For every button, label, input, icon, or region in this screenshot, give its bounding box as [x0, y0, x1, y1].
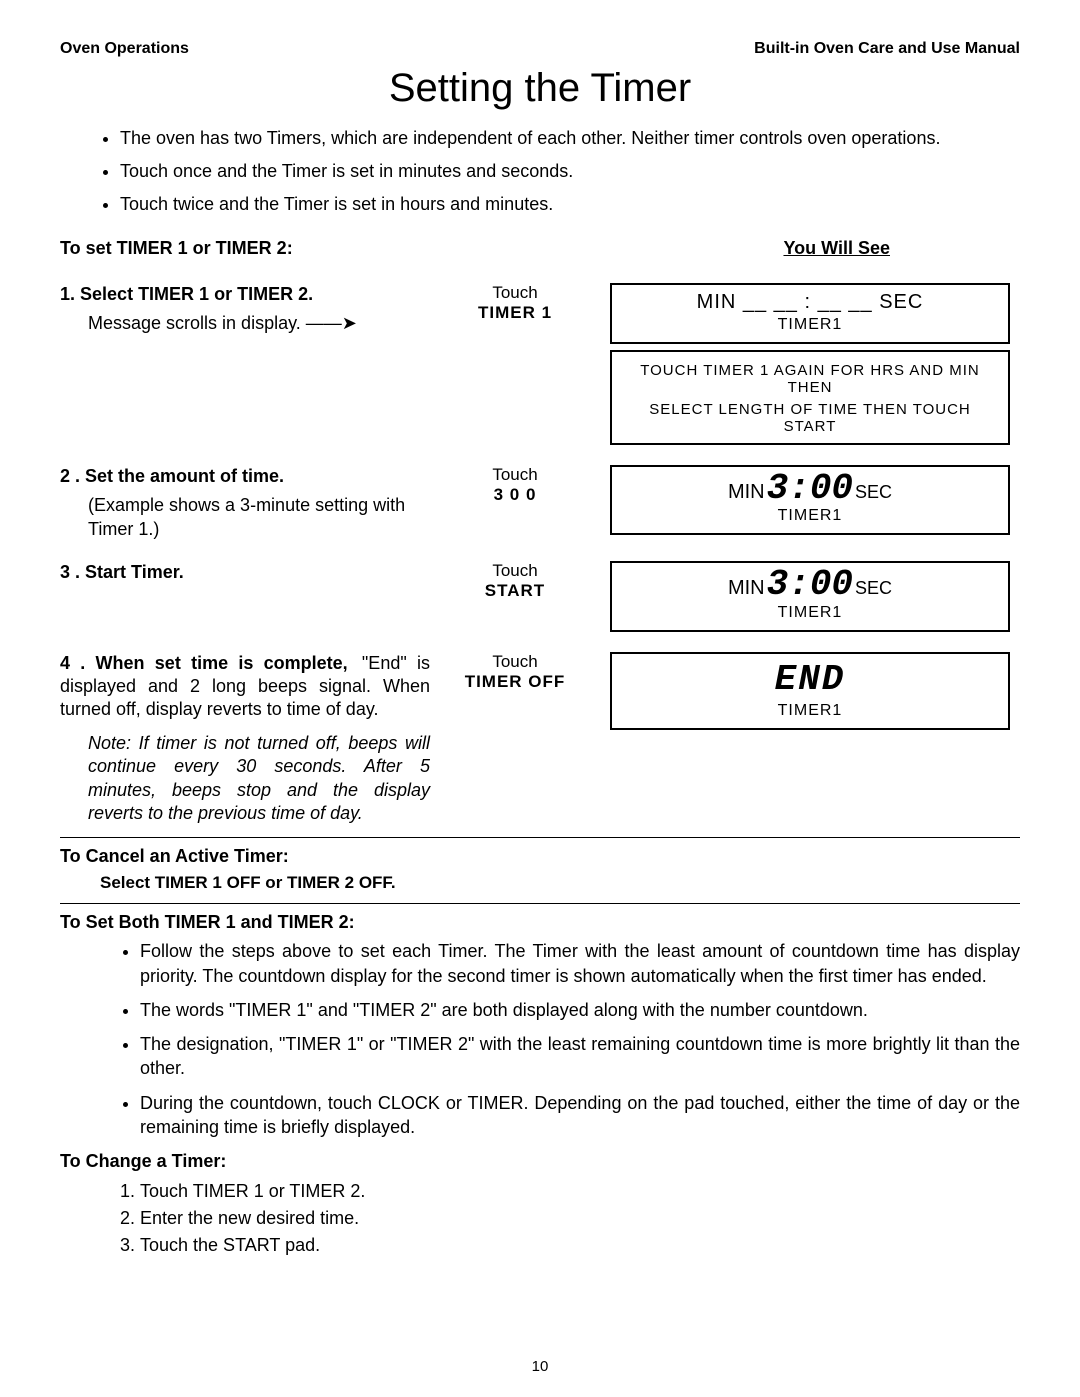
display-label: TIMER1	[622, 507, 998, 525]
display-box-3: MIN 3:00 SEC TIMER1	[610, 561, 1010, 631]
display-box-1b: TOUCH TIMER 1 AGAIN FOR HRS AND MIN THEN…	[610, 350, 1010, 445]
step-2: 2 . Set the amount of time. (Example sho…	[60, 465, 1020, 541]
display-box-4: END TIMER1	[610, 652, 1010, 730]
step-num: 4 .	[60, 653, 85, 673]
time-prefix: MIN	[728, 481, 765, 504]
touch-label: Touch	[430, 561, 600, 581]
header-left: Oven Operations	[60, 40, 189, 58]
section-headings: To set TIMER 1 or TIMER 2: You Will See	[60, 238, 1020, 259]
step-sub: (Example shows a 3-minute setting with T…	[88, 494, 430, 541]
touch-target: START	[430, 581, 600, 601]
cancel-body: Select TIMER 1 OFF or TIMER 2 OFF.	[100, 873, 1020, 893]
touch-target: 3 0 0	[430, 485, 600, 505]
both-bullet: During the countdown, touch CLOCK or TIM…	[140, 1091, 1020, 1140]
step-note: Note: If timer is not turned off, beeps …	[88, 732, 430, 826]
change-heading: To Change a Timer:	[60, 1151, 1020, 1172]
change-list: Touch TIMER 1 or TIMER 2. Enter the new …	[60, 1178, 1020, 1259]
time-prefix: MIN	[728, 577, 765, 600]
step-display: MIN 3:00 SEC TIMER1	[600, 465, 1020, 535]
both-bullet: Follow the steps above to set each Timer…	[140, 939, 1020, 988]
step-num: 1.	[60, 284, 75, 304]
step-title: Start Timer.	[85, 562, 184, 582]
change-item: Touch TIMER 1 or TIMER 2.	[140, 1178, 1020, 1205]
display-top: MIN __ __ : __ __ SEC	[622, 291, 998, 314]
intro-bullets: The oven has two Timers, which are indep…	[60, 125, 1020, 218]
display-end: END	[622, 660, 998, 700]
step-3: 3 . Start Timer. Touch START MIN 3:00 SE…	[60, 561, 1020, 631]
page-number: 10	[0, 1358, 1080, 1375]
intro-bullet: Touch twice and the Timer is set in hour…	[120, 191, 1020, 218]
you-will-see-heading: You Will See	[783, 238, 890, 259]
step-num: 2 .	[60, 466, 80, 486]
step-title: Set the amount of time.	[85, 466, 284, 486]
both-bullets: Follow the steps above to set each Timer…	[60, 939, 1020, 1139]
touch-target: TIMER 1	[430, 303, 600, 323]
step-display: END TIMER1	[600, 652, 1020, 730]
page-title: Setting the Timer	[60, 66, 1020, 111]
touch-target: TIMER OFF	[430, 672, 600, 692]
cancel-heading: To Cancel an Active Timer:	[60, 846, 1020, 867]
display-time: MIN 3:00 SEC	[622, 473, 998, 505]
touch-label: Touch	[430, 465, 600, 485]
step-title: When set time is complete,	[96, 653, 348, 673]
time-suffix: SEC	[855, 578, 892, 599]
header-right: Built-in Oven Care and Use Manual	[754, 40, 1020, 58]
time-suffix: SEC	[855, 482, 892, 503]
step-num: 3 .	[60, 562, 80, 582]
display-time: MIN 3:00 SEC	[622, 569, 998, 601]
time-value: 3:00	[767, 569, 853, 601]
step-display: MIN 3:00 SEC TIMER1	[600, 561, 1020, 631]
touch-label: Touch	[430, 652, 600, 672]
display-msg: TOUCH TIMER 1 AGAIN FOR HRS AND MIN THEN	[622, 362, 998, 397]
display-box-1a: MIN __ __ : __ __ SEC TIMER1	[610, 283, 1010, 344]
both-heading: To Set Both TIMER 1 and TIMER 2:	[60, 912, 1020, 933]
change-item: Touch the START pad.	[140, 1232, 1020, 1259]
display-label: TIMER1	[622, 316, 998, 334]
step-1: 1. Select TIMER 1 or TIMER 2. Message sc…	[60, 283, 1020, 445]
to-set-heading: To set TIMER 1 or TIMER 2:	[60, 238, 293, 259]
step-action: Touch TIMER 1	[430, 283, 600, 323]
step-text: 4 . When set time is complete, "End" is …	[60, 652, 430, 826]
step-display: MIN __ __ : __ __ SEC TIMER1 TOUCH TIMER…	[600, 283, 1020, 445]
step-4: 4 . When set time is complete, "End" is …	[60, 652, 1020, 826]
step-action: Touch 3 0 0	[430, 465, 600, 505]
steps-list: 1. Select TIMER 1 or TIMER 2. Message sc…	[60, 283, 1020, 825]
step-action: Touch TIMER OFF	[430, 652, 600, 692]
step-text: 2 . Set the amount of time. (Example sho…	[60, 465, 430, 541]
display-label: TIMER1	[622, 702, 998, 720]
both-bullet: The words "TIMER 1" and "TIMER 2" are bo…	[140, 998, 1020, 1022]
change-item: Enter the new desired time.	[140, 1205, 1020, 1232]
step-text: 1. Select TIMER 1 or TIMER 2. Message sc…	[60, 283, 430, 336]
intro-bullet: Touch once and the Timer is set in minut…	[120, 158, 1020, 185]
touch-label: Touch	[430, 283, 600, 303]
time-value: 3:00	[767, 473, 853, 505]
step-action: Touch START	[430, 561, 600, 601]
page-header: Oven Operations Built-in Oven Care and U…	[60, 40, 1020, 58]
divider	[60, 903, 1020, 904]
manual-page: Oven Operations Built-in Oven Care and U…	[0, 0, 1080, 1397]
step-title: Select TIMER 1 or TIMER 2.	[80, 284, 313, 304]
both-bullet: The designation, "TIMER 1" or "TIMER 2" …	[140, 1032, 1020, 1081]
display-msg: SELECT LENGTH OF TIME THEN TOUCH START	[622, 401, 998, 436]
intro-bullet: The oven has two Timers, which are indep…	[120, 125, 1020, 152]
display-box-2: MIN 3:00 SEC TIMER1	[610, 465, 1010, 535]
display-label: TIMER1	[622, 604, 998, 622]
step-sub: Message scrolls in display. ——➤	[88, 312, 430, 335]
divider	[60, 837, 1020, 838]
step-text: 3 . Start Timer.	[60, 561, 430, 584]
